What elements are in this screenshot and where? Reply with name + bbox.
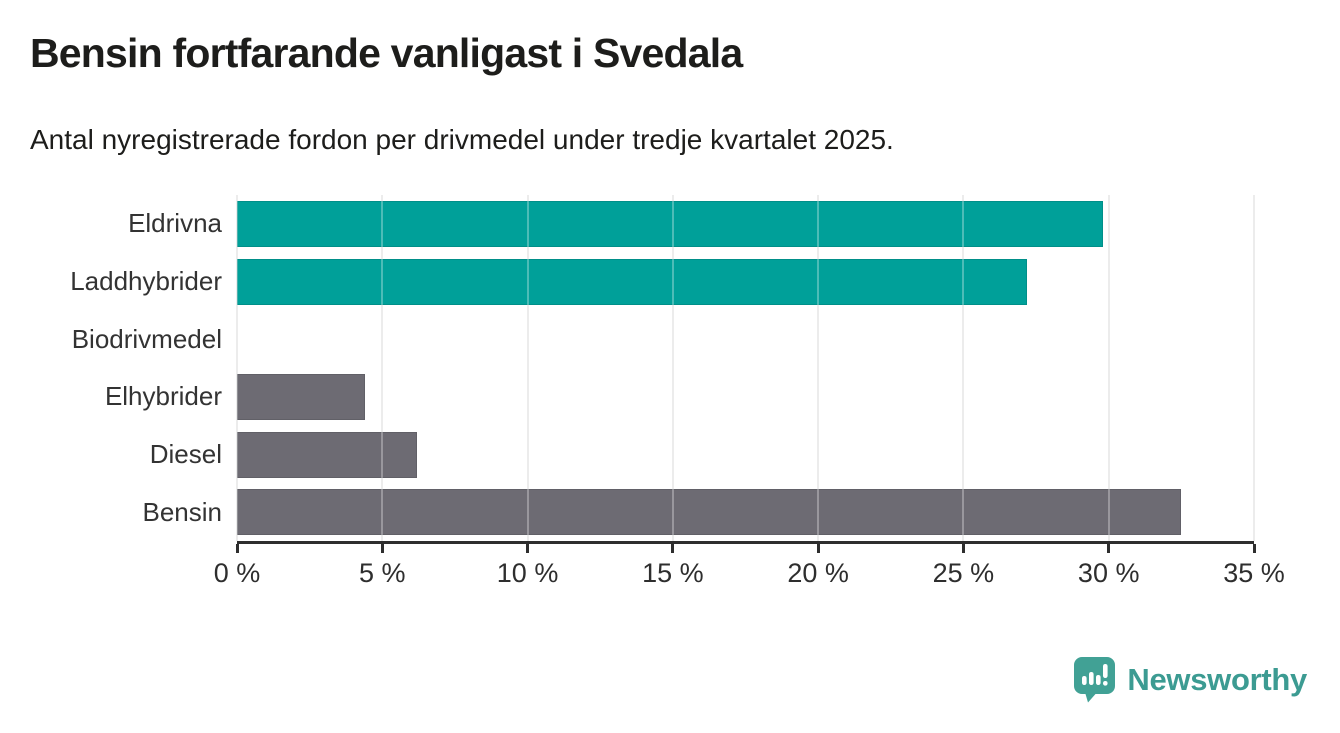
bar-row xyxy=(237,310,1254,368)
gridline xyxy=(526,195,529,542)
axis-tick-label: 15 % xyxy=(642,558,704,589)
bar xyxy=(237,489,1182,536)
gridline-overlay xyxy=(1253,195,1255,542)
gridline-overlay xyxy=(1107,195,1110,542)
bar-row xyxy=(237,483,1254,541)
axis-tick xyxy=(1107,544,1111,554)
category-label: Diesel xyxy=(149,439,222,470)
gridline-overlay xyxy=(817,195,820,542)
axis-tick-label: 30 % xyxy=(1077,558,1140,589)
bar-row xyxy=(237,195,1254,253)
bar-row xyxy=(237,253,1254,311)
bar xyxy=(237,373,365,420)
gridline-overlay xyxy=(671,195,674,542)
gridline-overlay xyxy=(962,195,965,542)
category-label: Biodrivmedel xyxy=(71,323,222,354)
bar xyxy=(237,258,1028,305)
bar-row xyxy=(237,426,1254,484)
axis-tick-label: 10 % xyxy=(496,558,559,589)
brand-footer: Newsworthy xyxy=(1073,656,1307,703)
category-axis: Eldrivna Laddhybrider Biodrivmedel Elhybrid… xyxy=(30,195,237,541)
axis-tick xyxy=(961,544,965,554)
gridline xyxy=(1253,195,1255,542)
gridline xyxy=(1107,195,1110,542)
brand-name: Newsworthy xyxy=(1127,661,1307,697)
plot-area xyxy=(236,195,1255,542)
gridline xyxy=(671,195,674,542)
chart-title: Bensin fortfarande vanligast i Svedala xyxy=(30,30,743,76)
axis-tick xyxy=(380,544,384,554)
bar xyxy=(237,200,1103,247)
axis-tick-label: 35 % xyxy=(1223,558,1285,589)
axis-tick xyxy=(1252,544,1256,554)
bar-chart: Eldrivna Laddhybrider Biodrivmedel Elhybrid… xyxy=(30,195,1310,596)
category-label: Eldrivna xyxy=(128,208,222,239)
axis-tick-label: 0 % xyxy=(213,558,261,589)
newsworthy-logo-icon xyxy=(1074,657,1116,703)
gridline xyxy=(817,195,820,542)
category-label: Elhybrider xyxy=(104,381,222,412)
gridline xyxy=(381,195,384,542)
axis-tick xyxy=(671,544,675,554)
bar-row xyxy=(237,368,1254,426)
chart-subtitle: Antal nyregistrerade fordon per drivmede… xyxy=(30,124,894,155)
axis-tick xyxy=(526,544,530,554)
gridline-overlay xyxy=(526,195,529,542)
axis-tick-label: 5 % xyxy=(359,558,406,589)
category-label: Laddhybrider xyxy=(70,266,222,297)
axis-tick xyxy=(816,544,820,554)
x-axis-line: 0 % 5 % 10 % 15 % 20 % 25 % 30 % 35 % xyxy=(214,541,1285,596)
gridline-overlay xyxy=(381,195,384,542)
bar xyxy=(237,431,418,478)
gridline xyxy=(236,195,238,542)
axis-tick xyxy=(235,544,239,554)
gridline xyxy=(962,195,965,542)
gridline-overlay xyxy=(236,195,238,542)
category-label: Bensin xyxy=(142,496,223,527)
axis-tick-label: 25 % xyxy=(932,558,995,589)
axis-tick-label: 20 % xyxy=(787,558,849,589)
